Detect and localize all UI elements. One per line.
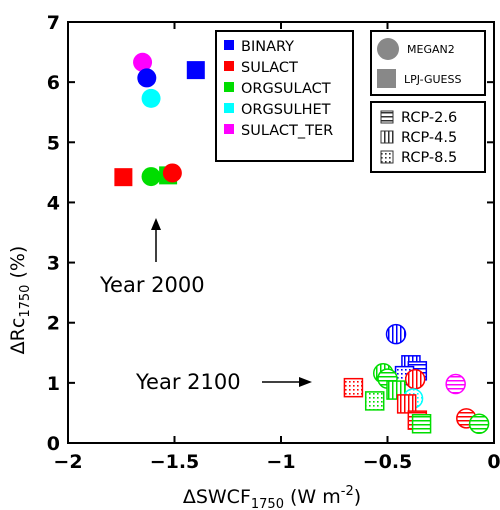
y-tick-label: 1 [47, 373, 60, 395]
right-arrowhead-icon [299, 377, 312, 387]
legend-label-sulact: SULACT [241, 60, 298, 76]
rcp45-marker-icon [380, 130, 394, 144]
legend-swatch-binary [224, 40, 234, 50]
model-legend-label-lpj-guess: LPJ-GUESS [404, 73, 461, 86]
legend-swatch-sulact [224, 61, 234, 71]
scenario-legend-label-rcp45: RCP-4.5 [401, 130, 457, 146]
legend-label-orgsulhet: ORGSULHET [241, 102, 331, 118]
legend-label-binary: BINARY [241, 39, 294, 55]
rcp26-marker-icon [380, 110, 394, 124]
y-tick-label: 3 [47, 253, 60, 275]
y-axis: 0 1 2 3 4 5 6 7 [47, 12, 494, 455]
series-legend-box [215, 30, 354, 162]
legend-swatch-sulact-ter [224, 124, 234, 134]
annotation-year-2100: Year 2100 [135, 370, 312, 394]
point-orgsulhet-megan2-2000 [141, 88, 161, 108]
model-legend-label-megan2: MEGAN2 [407, 43, 455, 56]
point-binary-megan2-rcp45 [385, 323, 407, 345]
point-sulact-lpj-guess-2000 [114, 168, 133, 187]
x-tick-label: −1.5 [150, 451, 200, 473]
y-tick-label: 2 [47, 313, 60, 335]
y-tick-label: 6 [47, 72, 60, 94]
x-axis-label: ΔSWCF1750 (W m-2) [183, 484, 361, 510]
annotation-year-2000-text: Year 2000 [99, 273, 205, 297]
point-orgsulact-megan2-2000 [141, 167, 161, 187]
legend-label-sulact-ter: SULACT_TER [241, 123, 333, 139]
scenario-legend: RCP-2.6 RCP-4.5 RCP-8.5 [370, 101, 486, 173]
y-tick-label: 4 [47, 192, 60, 214]
scenario-legend-label-rcp26: RCP-2.6 [401, 110, 457, 126]
legend-swatch-orgsulhet [224, 103, 234, 113]
y-tick-label: 5 [47, 132, 60, 154]
lpj-guess-marker-icon [377, 69, 396, 88]
point-sulact-lpj-guess-rcp85 [343, 377, 364, 398]
megan2-marker-icon [377, 38, 399, 60]
point-sulact-ter-megan2-rcp26 [445, 373, 466, 395]
x-tick-label: 0 [487, 451, 500, 473]
point-orgsulact-megan2-rcp26 [468, 413, 490, 435]
y-tick-label: 0 [47, 433, 60, 455]
up-arrowhead-icon [151, 218, 161, 230]
point-sulact-megan2-rcp45 [404, 368, 426, 390]
x-axis: −2 −1.5 −1 −0.5 0 [53, 22, 500, 473]
legend-swatch-orgsulact [224, 82, 234, 92]
annotation-year-2100-text: Year 2100 [135, 370, 241, 394]
series-legend: BINARY SULACT ORGSULACT ORGSULHET SULACT_TER [215, 30, 354, 162]
point-orgsulact-lpj-guess-rcp85 [364, 391, 385, 411]
y-axis-label: ΔRc1750 (%) [7, 246, 33, 355]
x-tick-label: −1 [266, 451, 295, 473]
scenario-legend-label-rcp85: RCP-8.5 [401, 150, 457, 166]
point-binary-lpj-guess-2000 [186, 61, 205, 80]
y-tick-label: 7 [47, 12, 60, 34]
legend-label-orgsulact: ORGSULACT [241, 81, 331, 97]
point-binary-megan2-2000 [137, 68, 157, 88]
rcp85-marker-icon [380, 150, 394, 164]
x-tick-label: −2 [53, 451, 82, 473]
annotation-year-2000: Year 2000 [99, 218, 205, 297]
point-orgsulact-lpj-guess-rcp26 [411, 414, 432, 434]
model-legend: MEGAN2 LPJ-GUESS [370, 30, 486, 96]
point-sulact-ter-megan2-2000 [133, 52, 153, 72]
point-sulact-lpj-guess-rcp45 [396, 394, 417, 414]
x-tick-label: −0.5 [363, 451, 413, 473]
data-points [114, 52, 490, 435]
point-sulact-megan2-2000 [162, 163, 182, 183]
